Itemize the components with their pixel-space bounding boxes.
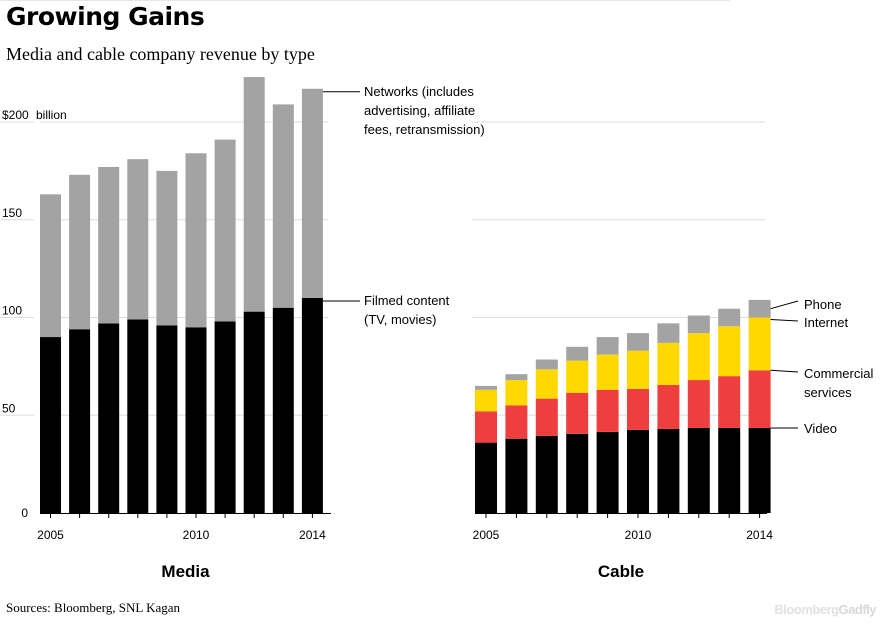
media-panel-label: Media	[161, 562, 210, 581]
media-bar-filmed-content-tv-movies-2009	[156, 325, 178, 513]
cable-bar-phone-2006	[505, 374, 528, 381]
cable-x-tick-label: 2005	[473, 528, 500, 542]
cable-bar-commercial-services-2009	[596, 389, 619, 432]
cable-x-tick-label: 2010	[625, 528, 652, 542]
source-note: Sources: Bloomberg, SNL Kagan	[6, 600, 181, 615]
media-bar-filmed-content-tv-movies-2008	[127, 319, 149, 513]
cable-bar-internet-2013	[718, 326, 741, 377]
chart-subtitle: Media and cable company revenue by type	[6, 44, 315, 64]
cable-bar-video-2007	[535, 435, 558, 513]
media-annotation-filmed-content: (TV, movies)	[364, 312, 436, 327]
cable-bar-internet-2005	[475, 389, 497, 412]
media-x-tick-label: 2005	[37, 528, 64, 542]
media-bar-networks-includes-advertising-affiliate-fees-retransmission-2010	[185, 153, 207, 328]
media-bar-networks-includes-advertising-affiliate-fees-retransmission-2014	[301, 88, 323, 298]
y-tick-label: 100	[2, 304, 22, 318]
cable-bar-phone-2010	[627, 333, 649, 351]
cable-bar-commercial-services-2013	[718, 376, 741, 428]
media-bar-filmed-content-tv-movies-2006	[69, 329, 91, 513]
cable-bar-video-2011	[657, 428, 680, 513]
cable-bar-video-2012	[687, 427, 710, 513]
y-unit-label: billion	[36, 108, 67, 122]
cable-annotation-phone: Phone	[804, 297, 842, 312]
media-bar-networks-includes-advertising-affiliate-fees-retransmission-2012	[243, 77, 265, 312]
cable-bar-internet-2007	[535, 369, 558, 399]
cable-x-tick-label: 2014	[746, 528, 773, 542]
media-bar-filmed-content-tv-movies-2012	[243, 311, 265, 513]
cable-bar-phone-2012	[687, 315, 710, 334]
cable-annotation-commercial-services: services	[804, 385, 852, 400]
cable-bar-phone-2008	[566, 346, 589, 361]
cable-annotation-internet: Internet	[804, 315, 848, 330]
cable-bar-video-2014	[748, 427, 771, 513]
brand-logo: BloombergGadfly	[774, 602, 876, 617]
media-bar-networks-includes-advertising-affiliate-fees-retransmission-2008	[127, 159, 149, 320]
media-bar-networks-includes-advertising-affiliate-fees-retransmission-2005	[40, 194, 61, 338]
cable-panel-label: Cable	[598, 562, 644, 581]
media-bar-filmed-content-tv-movies-2010	[185, 327, 207, 513]
brand-part1: Bloomberg	[774, 602, 839, 617]
y-tick-label: 0	[21, 506, 28, 520]
media-bar-filmed-content-tv-movies-2014	[301, 297, 323, 513]
media-annotation-networks: Networks (includes	[364, 84, 474, 99]
cable-annotation-leader-internet	[770, 319, 799, 322]
cable-bar-internet-2011	[657, 342, 680, 385]
media-bar-networks-includes-advertising-affiliate-fees-retransmission-2007	[98, 166, 120, 324]
media-bar-networks-includes-advertising-affiliate-fees-retransmission-2011	[214, 139, 236, 322]
media-x-tick-label: 2010	[183, 528, 210, 542]
cable-bar-phone-2013	[718, 308, 741, 327]
cable-bar-internet-2008	[566, 360, 589, 393]
cable-bar-internet-2010	[627, 350, 649, 389]
cable-bar-internet-2014	[748, 317, 771, 371]
media-bar-filmed-content-tv-movies-2011	[214, 321, 236, 513]
media-bar-filmed-content-tv-movies-2013	[272, 307, 294, 513]
chart-title: Growing Gains	[6, 2, 205, 31]
media-bar-networks-includes-advertising-affiliate-fees-retransmission-2013	[272, 104, 294, 308]
y-tick-label: 50	[2, 401, 16, 415]
cable-bar-video-2009	[596, 431, 619, 513]
media-x-tick-label: 2014	[299, 528, 326, 542]
cable-bar-video-2010	[627, 429, 649, 513]
cable-bar-commercial-services-2005	[475, 411, 497, 443]
cable-bar-phone-2014	[748, 299, 771, 318]
cable-bar-commercial-services-2010	[627, 388, 649, 430]
y-tick-label: 150	[2, 206, 22, 220]
cable-bar-video-2008	[566, 433, 589, 513]
cable-bar-video-2013	[718, 427, 741, 513]
cable-bar-phone-2007	[535, 359, 558, 370]
top-rule	[0, 0, 730, 1]
cable-bar-phone-2005	[475, 385, 497, 390]
media-bar-networks-includes-advertising-affiliate-fees-retransmission-2006	[69, 174, 91, 330]
cable-annotation-leader-commercial	[770, 369, 799, 373]
cable-bar-commercial-services-2007	[535, 398, 558, 436]
cable-bar-video-2005	[475, 442, 497, 513]
cable-annotation-commercial-services: Commercial	[804, 366, 873, 381]
cable-bar-video-2006	[505, 438, 528, 513]
cable-bar-phone-2011	[657, 323, 680, 343]
media-annotation-filmed-content: Filmed content	[364, 293, 450, 308]
cable-annotation-leader-phone	[770, 300, 799, 310]
cable-bar-commercial-services-2012	[687, 380, 710, 428]
cable-bar-commercial-services-2008	[566, 392, 589, 434]
media-bar-networks-includes-advertising-affiliate-fees-retransmission-2009	[156, 170, 178, 326]
media-bar-filmed-content-tv-movies-2005	[40, 337, 61, 513]
cable-bar-internet-2006	[505, 380, 528, 406]
media-annotation-networks: fees, retransmission)	[364, 122, 485, 137]
y-tick-label: $200	[2, 108, 29, 122]
media-annotation-networks: advertising, affiliate	[364, 103, 475, 118]
cable-bar-commercial-services-2011	[657, 384, 680, 429]
media-bar-filmed-content-tv-movies-2007	[98, 323, 120, 513]
brand-part2: Gadfly	[838, 602, 877, 617]
cable-bar-internet-2012	[687, 333, 710, 381]
cable-bar-commercial-services-2006	[505, 405, 528, 439]
cable-bar-internet-2009	[596, 354, 619, 390]
cable-bar-phone-2009	[596, 337, 619, 355]
cable-annotation-video: Video	[804, 421, 837, 436]
cable-bar-commercial-services-2014	[748, 370, 771, 428]
